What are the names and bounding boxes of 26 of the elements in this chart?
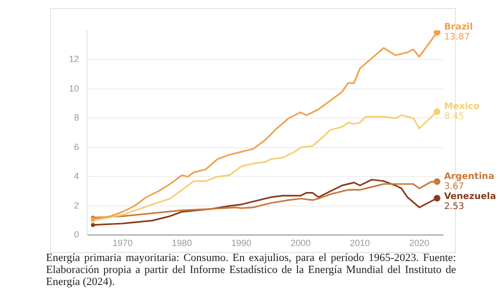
point: [434, 178, 440, 185]
series-label: Argentina: [444, 172, 494, 182]
x-tick-label: 1980: [172, 238, 192, 248]
text: Energía primaria mayoritaria: Consumo. En exajulios, para el período 1965-2023. Fuente: Elaboración propia a partir del Informe Estadístico de la Energía Mundial del Instituto de Energía (2024).: [46, 252, 456, 288]
point: [434, 108, 440, 115]
data-label: 3.67: [444, 182, 464, 192]
x-tick-label: 2020: [409, 238, 430, 248]
data-label: 2.53: [444, 202, 464, 212]
data-label: 8.45: [444, 112, 464, 122]
point: [434, 194, 440, 202]
y-tick-label: 12: [68, 54, 80, 64]
y-tick-label: 10: [68, 83, 80, 94]
series-label: Venezuela: [444, 192, 496, 202]
x-tick-label: 1970: [112, 238, 133, 248]
series-label: Mexico: [444, 102, 480, 112]
data-label: 13.87: [444, 32, 470, 43]
y-tick-label: 2: [74, 200, 80, 210]
x-tick-label: 2010: [350, 238, 370, 248]
x-tick-label: 1990: [231, 238, 252, 248]
y-tick-label: 4: [74, 171, 80, 182]
y-tick-label: 0: [74, 230, 80, 240]
x-tick-label: 2000: [290, 238, 311, 248]
y-tick-label: 6: [74, 142, 80, 152]
series-label: Brazil: [444, 22, 473, 33]
y-tick-label: 8: [74, 112, 80, 123]
point: [434, 30, 440, 36]
